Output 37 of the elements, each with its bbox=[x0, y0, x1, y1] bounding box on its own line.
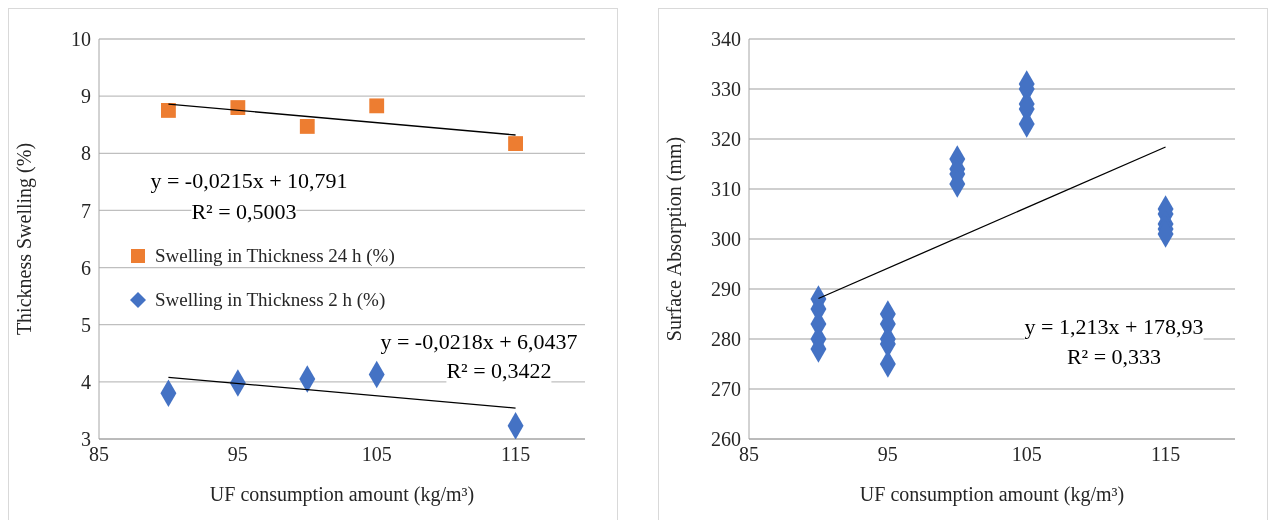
y-tick-label: 7 bbox=[81, 199, 91, 222]
x-tick-label: 95 bbox=[877, 443, 898, 466]
x-tick-label: 105 bbox=[1011, 443, 1042, 466]
y-tick-label: 330 bbox=[711, 78, 741, 101]
y-tick-label: 3 bbox=[81, 428, 91, 451]
y-axis-title: Surface Absorption (mm) bbox=[663, 136, 687, 342]
y-tick-label: 290 bbox=[711, 278, 741, 301]
y-tick-label: 9 bbox=[81, 85, 91, 108]
x-axis-title: UF consumption amount (kg/m³) bbox=[209, 483, 475, 506]
y-tick-label: 5 bbox=[81, 313, 91, 336]
x-tick-label: 95 bbox=[227, 443, 248, 466]
annotation: R² = 0,333 bbox=[1066, 344, 1162, 370]
annotation: y = -0,0218x + 6,0437 bbox=[380, 329, 578, 355]
annotation: y = 1,213x + 178,93 bbox=[1024, 314, 1204, 340]
annotation: y = -0,0215x + 10,791 bbox=[150, 168, 348, 194]
y-tick-label: 310 bbox=[711, 178, 741, 201]
legend-label: Swelling in Thickness 2 h (%) bbox=[155, 288, 386, 312]
y-tick-label: 270 bbox=[711, 378, 741, 401]
y-tick-label: 260 bbox=[711, 428, 741, 451]
y-tick-label: 320 bbox=[711, 128, 741, 151]
y-tick-label: 340 bbox=[711, 28, 741, 51]
x-tick-label: 115 bbox=[1150, 443, 1181, 466]
x-tick-label: 105 bbox=[361, 443, 392, 466]
annotation: R² = 0,5003 bbox=[191, 199, 297, 225]
annotation: R² = 0,3422 bbox=[446, 358, 552, 384]
x-axis-title: UF consumption amount (kg/m³) bbox=[859, 483, 1125, 506]
y-tick-label: 10 bbox=[71, 28, 91, 51]
y-tick-label: 6 bbox=[81, 256, 91, 279]
y-tick-label: 8 bbox=[81, 142, 91, 165]
y-tick-label: 280 bbox=[711, 328, 741, 351]
y-tick-label: 300 bbox=[711, 228, 741, 251]
y-axis-title: Thickness Swelling (%) bbox=[13, 142, 37, 336]
legend-label: Swelling in Thickness 24 h (%) bbox=[155, 244, 395, 268]
x-tick-label: 85 bbox=[739, 443, 759, 466]
x-tick-label: 85 bbox=[89, 443, 109, 466]
x-tick-label: 115 bbox=[500, 443, 531, 466]
y-tick-label: 4 bbox=[81, 370, 91, 393]
